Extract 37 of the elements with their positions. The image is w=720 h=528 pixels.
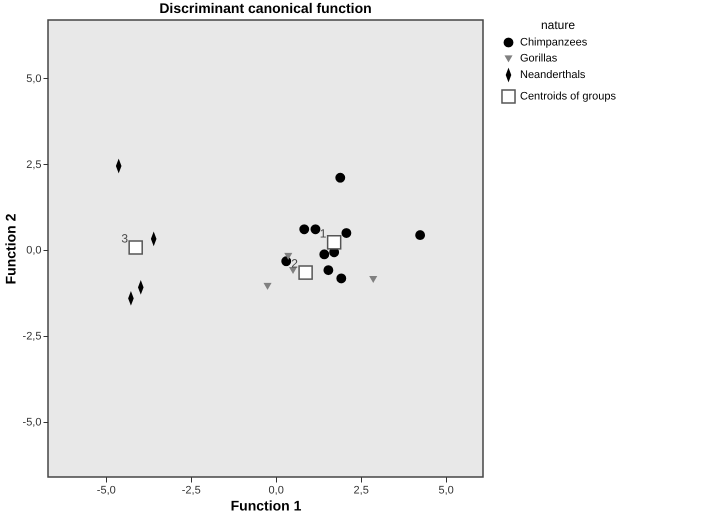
legend-label: Gorillas bbox=[520, 52, 558, 64]
annotation: 2 bbox=[291, 256, 298, 271]
point bbox=[298, 265, 313, 280]
point bbox=[310, 224, 320, 234]
point bbox=[341, 228, 352, 238]
point bbox=[284, 252, 292, 260]
point bbox=[319, 249, 330, 260]
point bbox=[326, 235, 342, 250]
point bbox=[336, 273, 346, 284]
legend-title: nature bbox=[540, 18, 576, 32]
point bbox=[264, 282, 272, 290]
annotation: 3 bbox=[121, 231, 128, 246]
x-tick-label: 5,0 bbox=[438, 484, 454, 496]
point bbox=[281, 256, 292, 266]
y-tick-label: -2,5 bbox=[22, 330, 42, 343]
x-tick-label: -5,0 bbox=[96, 484, 116, 496]
legend-label: Neanderthals bbox=[520, 69, 586, 81]
annotation: 1 bbox=[320, 226, 327, 240]
point bbox=[415, 230, 426, 240]
y-tick-label: 5,0 bbox=[26, 72, 42, 85]
point bbox=[335, 172, 346, 183]
y-tick-label: 0,0 bbox=[26, 244, 42, 257]
x-tick-label: -2,5 bbox=[182, 484, 201, 496]
legend-label: Chimpanzees bbox=[520, 36, 588, 48]
y-tick-label: -5,0 bbox=[22, 416, 42, 429]
x-axis-title: Function 1 bbox=[230, 498, 302, 514]
point bbox=[323, 265, 334, 276]
point bbox=[128, 240, 143, 255]
point bbox=[290, 267, 297, 274]
y-tick-label: 2,5 bbox=[26, 158, 42, 171]
point bbox=[299, 224, 310, 234]
y-axis-title: Function 2 bbox=[2, 213, 19, 284]
point bbox=[370, 276, 377, 282]
legend-label: Centroids of groups bbox=[520, 90, 616, 102]
x-tick-label: 2,5 bbox=[354, 484, 369, 496]
chart-title: Discriminant canonical function bbox=[159, 0, 372, 16]
x-tick-label: 0,0 bbox=[268, 484, 284, 496]
